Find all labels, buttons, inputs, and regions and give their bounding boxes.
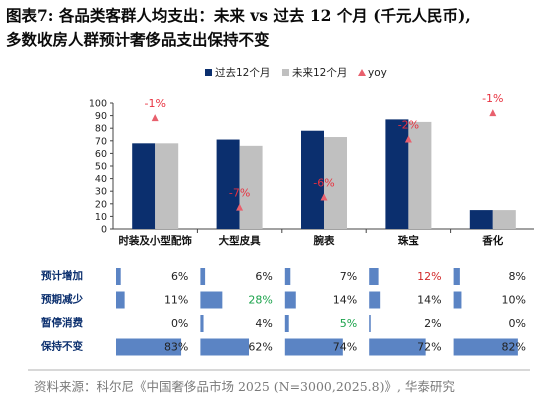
yoy-label: -2% <box>398 119 419 132</box>
table-cell-value: 7% <box>340 270 357 283</box>
table-cell-value: 2% <box>424 317 441 330</box>
x-tick-label: 腕表 <box>314 234 335 247</box>
table-cell-bar <box>453 268 460 285</box>
table-cell-bar <box>116 338 182 356</box>
legend-marker-yoy <box>358 69 366 76</box>
table-cell-value: 14% <box>333 294 357 307</box>
bar-future <box>324 137 347 229</box>
y-tick-label: 30 <box>95 187 107 198</box>
table-cell-value: 10% <box>502 294 526 307</box>
legend-swatch-future <box>282 69 289 76</box>
table-row-label: 暂停消费 <box>41 316 83 329</box>
table-cell-value: 83% <box>164 341 188 354</box>
table-cell-value: 74% <box>333 341 357 354</box>
x-tick-label: 时装及小型配饰 <box>118 234 192 247</box>
table-row-label: 预计增加 <box>41 269 83 282</box>
x-tick-label: 大型皮具 <box>219 234 261 247</box>
table-cell-bar <box>200 338 250 356</box>
table-cell-bar <box>453 291 462 309</box>
yoy-marker <box>151 114 159 122</box>
table-cell-bar <box>284 338 343 356</box>
source-note: 资料来源：科尔尼《中国奢侈品市场 2025 (N=3000,2025.8)》, … <box>34 379 455 394</box>
table-cell-value: 11% <box>164 294 188 307</box>
table-cell-value: 8% <box>509 270 526 283</box>
table-cell-value: 4% <box>255 317 272 330</box>
legend-label-future: 未来12个月 <box>292 67 347 79</box>
y-tick-label: 20 <box>95 199 107 210</box>
bar-future <box>155 143 179 229</box>
table-cell-bar <box>200 291 223 309</box>
table-cell-bar <box>369 291 381 309</box>
table-cell-value: 28% <box>248 294 272 307</box>
title-line-1: 图表7: 各品类客群人均支出：未来 vs 过去 12 个月 (千元人民币), <box>6 6 471 25</box>
table-cell-bar <box>369 268 379 285</box>
y-tick-label: 10 <box>95 212 107 223</box>
legend-label-past: 过去12个月 <box>215 66 270 79</box>
table-cell-bar <box>284 315 289 332</box>
table-cell-bar <box>284 268 291 285</box>
table-cell-bar <box>453 338 518 356</box>
y-tick-label: 90 <box>95 111 107 122</box>
table-cell-bar <box>369 338 426 356</box>
yoy-marker <box>236 203 244 211</box>
bar-future <box>239 145 263 229</box>
bar-past <box>385 119 409 229</box>
table-cell-value: 6% <box>171 270 188 283</box>
yoy-label: -7% <box>229 187 250 200</box>
table-cell-value: 5% <box>340 317 357 330</box>
bar-past <box>216 139 240 229</box>
y-tick-label: 60 <box>95 149 107 160</box>
table-row-label: 保持不变 <box>40 340 83 353</box>
yoy-marker <box>489 109 497 117</box>
yoy-marker <box>320 193 328 201</box>
table-cell-value: 82% <box>502 341 526 354</box>
yoy-label: -6% <box>313 177 334 190</box>
table-cell-value: 6% <box>255 270 272 283</box>
x-tick-label: 香化 <box>481 234 503 247</box>
legend-label-yoy: yoy <box>368 67 387 79</box>
yoy-marker <box>404 135 412 143</box>
table-cell-bar <box>116 268 121 285</box>
table-cell-value: 72% <box>417 341 441 354</box>
table-cell-value: 62% <box>248 341 272 354</box>
y-tick-label: 80 <box>95 124 107 135</box>
table-cell-value: 0% <box>171 317 188 330</box>
yoy-label: -1% <box>144 97 165 110</box>
yoy-label: -1% <box>482 92 503 105</box>
table-cell-bar <box>284 291 296 309</box>
chart-title: 图表7: 各品类客群人均支出：未来 vs 过去 12 个月 (千元人民币), 多… <box>6 4 528 52</box>
bar-past <box>469 210 493 229</box>
bar-past <box>132 143 156 229</box>
table-cell-bar <box>369 315 371 332</box>
bar-past <box>301 130 324 229</box>
y-tick-label: 50 <box>95 162 107 173</box>
y-tick-label: 100 <box>89 99 107 110</box>
bar-future <box>408 121 432 229</box>
table-cell-value: 0% <box>509 317 526 330</box>
y-tick-label: 0 <box>101 225 107 236</box>
table-cell-bar <box>200 268 206 285</box>
table-cell-bar <box>116 291 125 309</box>
table-cell-value: 14% <box>417 294 441 307</box>
bar-future <box>492 210 516 229</box>
x-tick-label: 珠宝 <box>398 234 419 247</box>
y-tick-label: 40 <box>95 174 107 185</box>
y-tick-label: 70 <box>95 136 107 147</box>
table-cell-bar <box>200 315 204 332</box>
table-cell-value: 12% <box>417 270 441 283</box>
title-line-2: 多数收房人群预计奢侈品支出保持不变 <box>6 30 270 49</box>
legend-swatch-past <box>205 69 212 76</box>
table-row-label: 预期减少 <box>41 293 83 306</box>
